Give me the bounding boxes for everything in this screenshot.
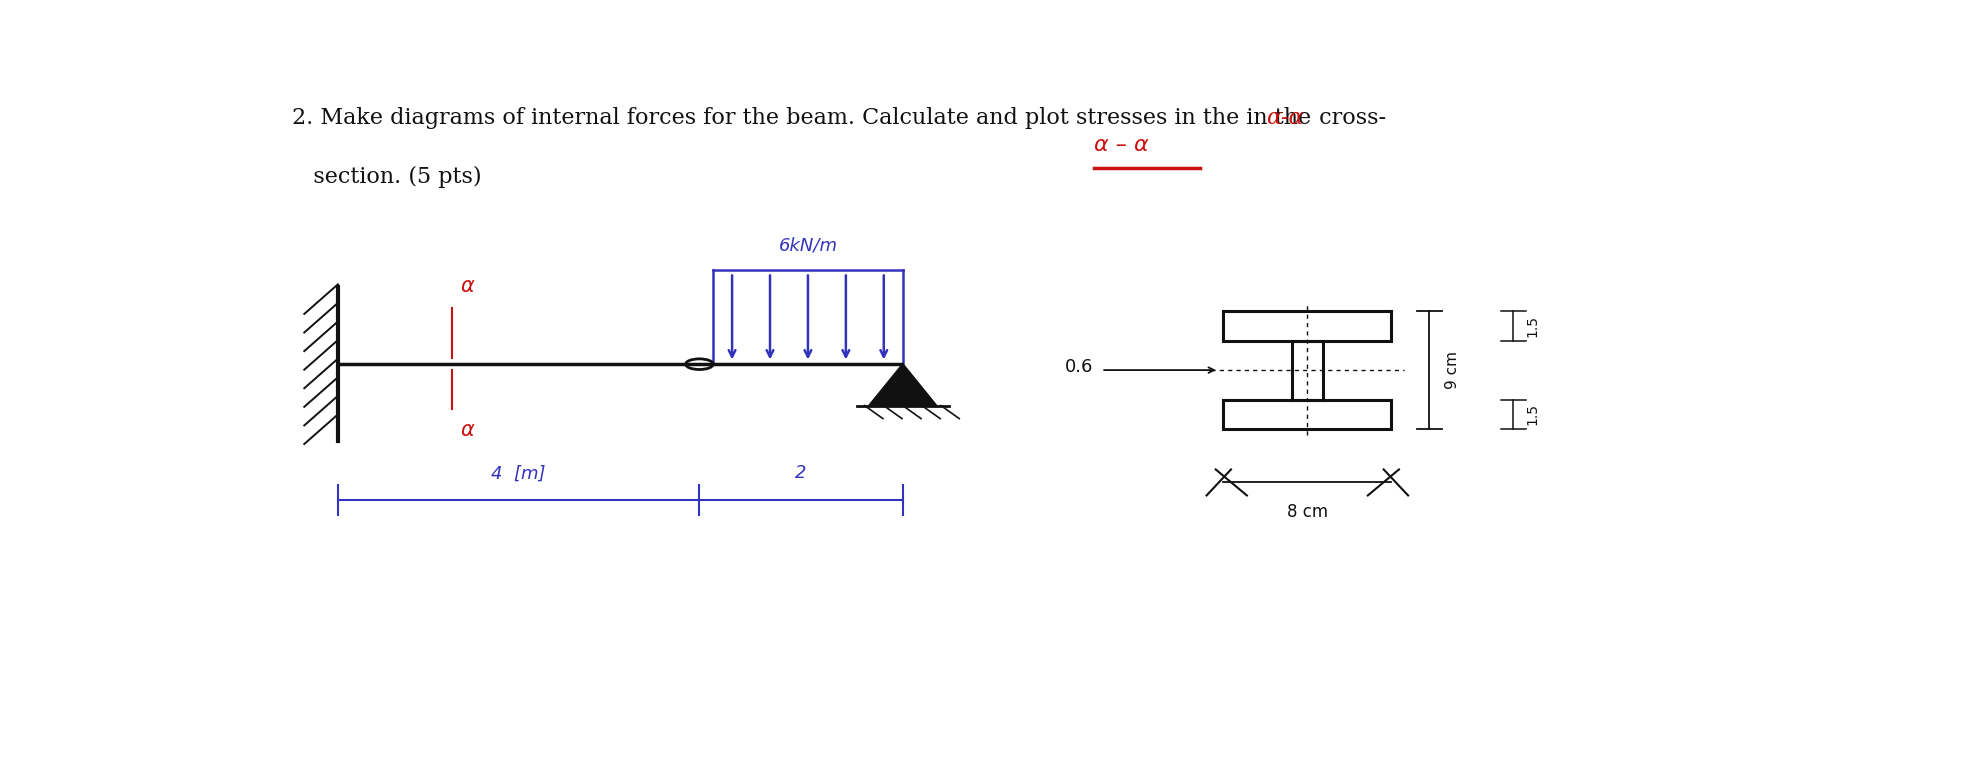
Text: 0.6: 0.6 — [1066, 358, 1093, 376]
Text: α – α: α – α — [1093, 135, 1149, 155]
Text: 2. Make diagrams of internal forces for the beam. Calculate and plot stresses in: 2. Make diagrams of internal forces for … — [292, 107, 1318, 129]
Text: α: α — [461, 420, 473, 440]
Text: 9 cm: 9 cm — [1444, 351, 1460, 389]
Text: α: α — [461, 276, 473, 296]
Text: cross-: cross- — [1312, 107, 1387, 129]
Text: 1.5: 1.5 — [1525, 315, 1541, 336]
Text: 8 cm: 8 cm — [1286, 503, 1328, 521]
Text: α-α: α-α — [1267, 107, 1304, 129]
Text: 1.5: 1.5 — [1525, 403, 1541, 425]
Text: section. (5 pts): section. (5 pts) — [292, 166, 483, 188]
Text: 6kN/m: 6kN/m — [778, 237, 837, 255]
Text: 2: 2 — [796, 465, 808, 482]
Text: 4  [m]: 4 [m] — [491, 465, 546, 482]
Polygon shape — [869, 364, 936, 406]
